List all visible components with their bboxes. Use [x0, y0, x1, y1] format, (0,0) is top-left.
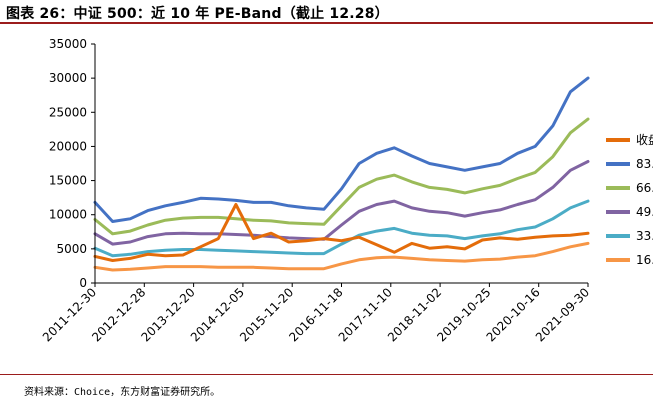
title-divider	[0, 22, 653, 24]
y-tick-label: 30000	[49, 71, 87, 85]
legend-label: 66.0x	[636, 181, 653, 195]
y-tick-label: 35000	[49, 37, 87, 51]
y-tick-label: 10000	[49, 208, 87, 222]
source-divider	[0, 374, 653, 375]
series-line	[93, 203, 590, 262]
y-tick-label: 20000	[49, 139, 87, 153]
figure-title: 图表 26：中证 500：近 10 年 PE-Band（截止 12.28）	[6, 6, 389, 22]
series-line	[93, 160, 590, 246]
series-layer	[93, 76, 590, 272]
source-note: 资料来源：Choice，东方财富证券研究所。	[24, 387, 221, 398]
y-tick-label: 25000	[49, 105, 87, 119]
y-tick-label: 0	[79, 276, 87, 290]
series-line	[93, 241, 590, 272]
legend-label: 83.0x	[636, 157, 653, 171]
y-tick-label: 5000	[56, 242, 87, 256]
y-tick-label: 15000	[49, 174, 87, 188]
legend-label: 16.0x	[636, 253, 653, 267]
legend-label: 33.0x	[636, 229, 653, 243]
series-line	[93, 76, 590, 223]
series-line	[93, 117, 590, 236]
legend-label: 收盘价	[636, 132, 653, 147]
pe-band-chart: 050001000015000200002500030000350002011-…	[40, 37, 653, 344]
axes: 050001000015000200002500030000350002011-…	[40, 37, 592, 344]
legend: 收盘价 83.0x 66.0x 49.0x 33.0x 16.0x	[606, 132, 653, 267]
series-line	[93, 199, 590, 258]
legend-label: 49.0x	[636, 205, 653, 219]
